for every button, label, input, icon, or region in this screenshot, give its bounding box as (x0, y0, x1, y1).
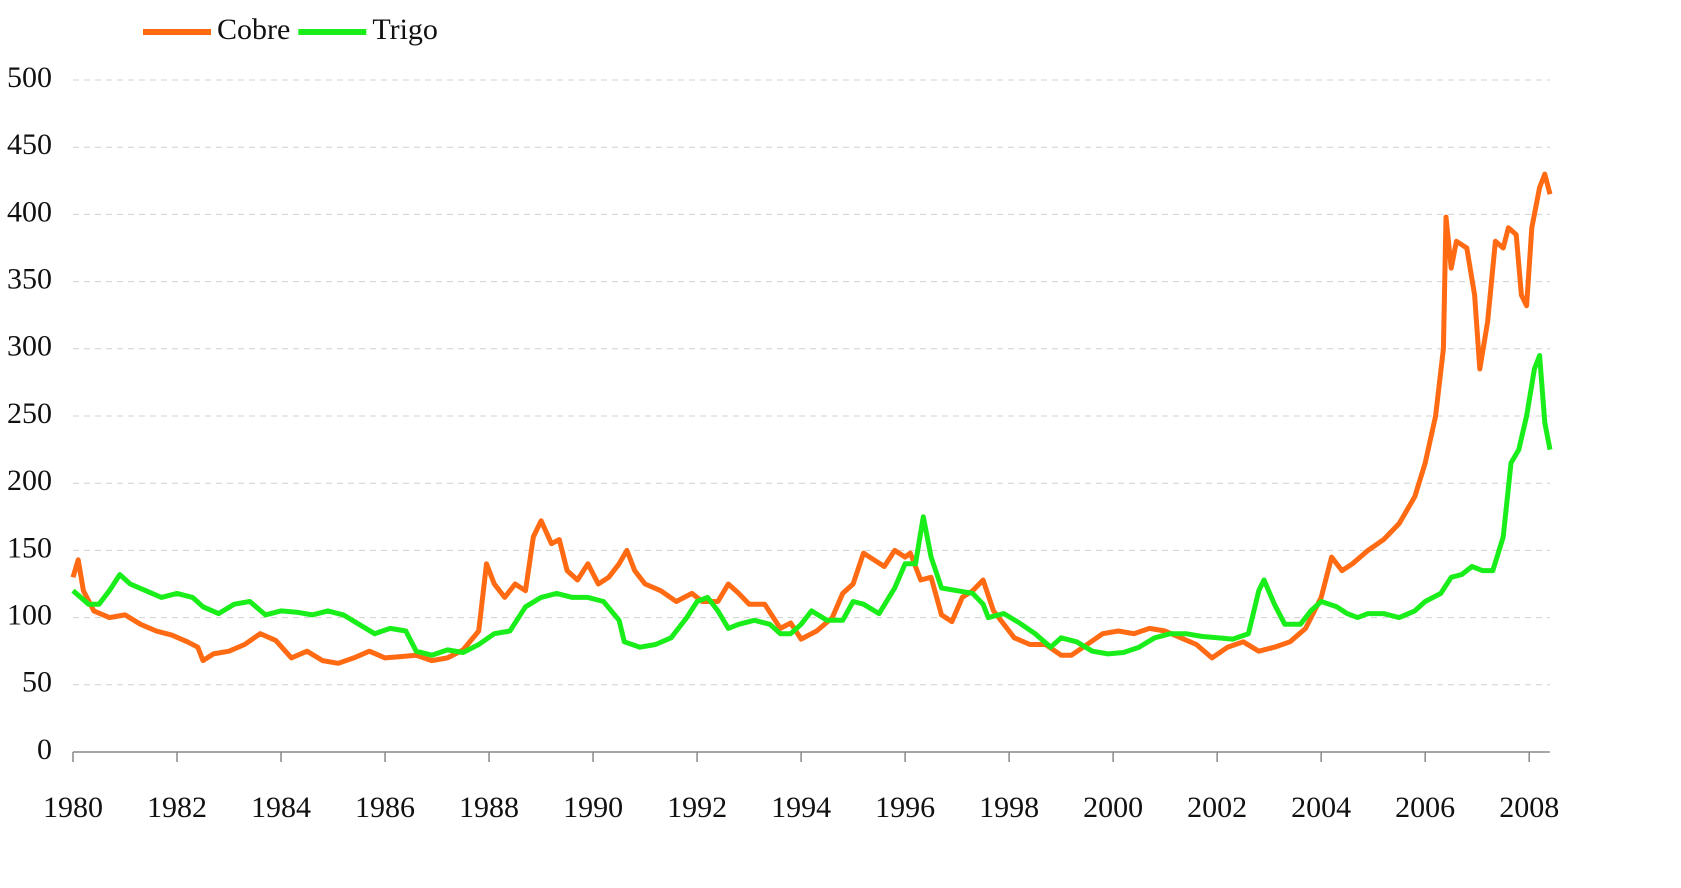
y-tick-label: 500 (7, 61, 52, 94)
x-tick-label: 1980 (43, 791, 103, 824)
x-tick-label: 1982 (147, 791, 207, 824)
x-tick-label: 2006 (1395, 791, 1455, 824)
x-tick-label: 1992 (667, 791, 727, 824)
line-series (70, 171, 1553, 666)
y-tick-label: 250 (7, 397, 52, 430)
x-tick-label: 1990 (563, 791, 623, 824)
line-series (71, 353, 1553, 658)
x-tick-label: 1998 (979, 791, 1039, 824)
y-tick-label: 300 (7, 330, 52, 363)
y-tick-label: 200 (7, 464, 52, 497)
y-tick-label: 350 (7, 262, 52, 295)
x-tick-label: 2002 (1187, 791, 1247, 824)
x-tick-label: 2000 (1083, 791, 1143, 824)
y-tick-label: 400 (7, 195, 52, 228)
x-tick-label: 1986 (355, 791, 415, 824)
x-tick-label: 1984 (251, 791, 311, 824)
y-tick-label: 100 (7, 598, 52, 631)
x-tick-label: 1988 (459, 791, 519, 824)
y-tick-label: 450 (7, 128, 52, 161)
legend-label: Cobre (217, 13, 290, 46)
y-tick-label: 150 (7, 531, 52, 564)
x-tick-label: 2008 (1499, 791, 1559, 824)
x-tick-label: 2004 (1291, 791, 1351, 824)
legend-label: Trigo (372, 13, 438, 46)
y-tick-label: 0 (37, 733, 52, 766)
y-tick-label: 50 (22, 666, 52, 699)
x-tick-label: 1996 (875, 791, 935, 824)
x-tick-label: 1994 (771, 791, 831, 824)
